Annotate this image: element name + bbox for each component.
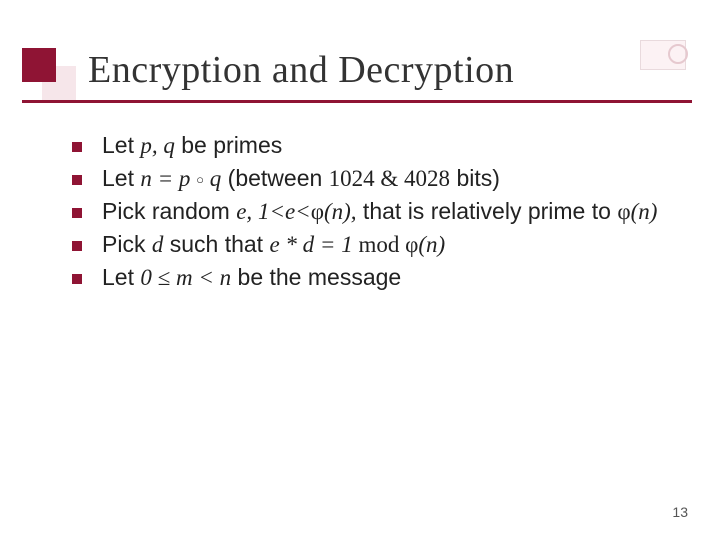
range-m: 0 ≤ m < n <box>140 265 231 290</box>
paren-n: (n) <box>631 199 658 224</box>
mod-op: mod <box>358 232 405 257</box>
title-area: Encryption and Decryption <box>0 0 720 103</box>
text-span: be primes <box>175 132 282 158</box>
bullet-icon <box>72 208 82 218</box>
paren-n: (n) <box>418 232 445 257</box>
var-d: d <box>152 232 164 257</box>
range-e: 1<e< <box>252 199 311 224</box>
text-span: that is relatively prime to <box>357 198 618 224</box>
var-pq: p, q <box>140 133 175 158</box>
paren-n: (n), <box>324 199 357 224</box>
title-accent-left <box>22 48 76 102</box>
eq-ed: e * d = 1 <box>269 232 358 257</box>
bullet-icon <box>72 241 82 251</box>
accent-square-dark <box>22 48 56 82</box>
bullet-item-5: Let 0 ≤ m < n be the message <box>72 263 680 293</box>
text-span: Let <box>102 165 140 191</box>
bullet-text-4: Pick d such that e * d = 1 mod φ(n) <box>102 230 445 260</box>
bullet-text-2: Let n = p ○ q (between 1024 & 4028 bits) <box>102 164 500 194</box>
bullet-item-4: Pick d such that e * d = 1 mod φ(n) <box>72 230 680 260</box>
phi-symbol: φ <box>617 199 630 224</box>
text-span: be the message <box>231 264 401 290</box>
text-span: Let <box>102 132 140 158</box>
bullet-item-1: Let p, q be primes <box>72 131 680 161</box>
content-area: Let p, q be primes Let n = p ○ q (betwee… <box>72 131 680 292</box>
ring-op: ○ <box>196 172 204 187</box>
title-accent-right <box>640 40 690 80</box>
title-underline <box>22 100 692 103</box>
bullet-icon <box>72 175 82 185</box>
phi-symbol: φ <box>405 232 418 257</box>
text-span: Let <box>102 264 140 290</box>
bullet-text-3: Pick random e, 1<e<φ(n), that is relativ… <box>102 197 657 227</box>
text-span: bits) <box>450 165 500 191</box>
text-span: Pick random <box>102 198 236 224</box>
text-span: Pick <box>102 231 152 257</box>
text-span: such that <box>163 231 269 257</box>
bullet-text-1: Let p, q be primes <box>102 131 282 161</box>
bullet-icon <box>72 274 82 284</box>
var-e: e, <box>236 199 252 224</box>
bullet-icon <box>72 142 82 152</box>
bullet-item-2: Let n = p ○ q (between 1024 & 4028 bits) <box>72 164 680 194</box>
var-q: q <box>204 166 221 191</box>
page-number: 13 <box>672 504 688 520</box>
text-span: (between <box>221 165 328 191</box>
eq-npq: n = p <box>140 166 196 191</box>
slide-title: Encryption and Decryption <box>88 48 720 98</box>
slide: Encryption and Decryption Let p, q be pr… <box>0 0 720 540</box>
bullet-text-5: Let 0 ≤ m < n be the message <box>102 263 401 293</box>
bullet-item-3: Pick random e, 1<e<φ(n), that is relativ… <box>72 197 680 227</box>
phi-symbol: φ <box>311 199 324 224</box>
bit-range: 1024 & 4028 <box>329 166 450 191</box>
accent-circle-icon <box>668 44 688 64</box>
